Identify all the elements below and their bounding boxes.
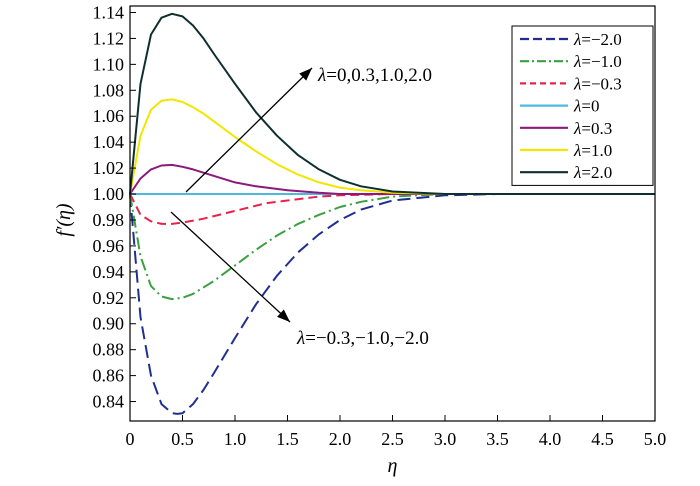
y-tick-label: 1.02 (93, 158, 125, 178)
arrow-down-head (277, 309, 290, 322)
arrow-up (185, 67, 313, 193)
x-axis-label: η (388, 455, 398, 477)
legend: λ=−2.0 λ=−1.0 λ=−0.3 λ=0 λ=0.3 λ=1.0 λ=2.0 (511, 25, 654, 186)
y-tick-label: 0.94 (93, 262, 125, 282)
axis-ticks: 0 0.5 1.0 1.5 2.0 2.5 3.0 3.5 4.0 4.5 5.0 0.84 0.86 0… (93, 2, 667, 449)
x-tick-label: 2.5 (381, 429, 404, 449)
legend-label-4: λ=0.3 (573, 119, 612, 138)
legend-label-2: λ=−0.3 (573, 74, 622, 93)
y-tick-label: 1.12 (93, 28, 125, 48)
annotation-increasing-lambda: λ=0,0.3,1.0,2.0 (317, 65, 432, 86)
y-tick-label: 0.90 (93, 314, 125, 334)
x-tick-label: 1.5 (276, 429, 299, 449)
series-line-0 (129, 193, 655, 415)
x-tick-label: 2.0 (329, 429, 352, 449)
x-tick-label: 3.5 (486, 429, 509, 449)
series-line-5 (129, 98, 655, 195)
series-line-2 (129, 193, 655, 225)
annotation-lambda-symbol: λ (296, 328, 305, 349)
legend-label-6: λ=2.0 (573, 163, 612, 182)
x-tick-label: 5.0 (644, 429, 667, 449)
x-tick-label: 0 (126, 429, 135, 449)
y-tick-label: 0.92 (93, 288, 125, 308)
y-tick-label: 1.14 (93, 2, 125, 22)
series-line-4 (129, 163, 655, 195)
y-tick-label: 0.88 (93, 340, 125, 360)
y-tick-label: 0.84 (93, 392, 125, 412)
x-tick-label: 4.0 (539, 429, 562, 449)
annotations: λ=0,0.3,1.0,2.0 λ=−0.3,−1.0,−2.0 (170, 65, 432, 349)
annotation-values: =−0.3,−1.0,−2.0 (305, 328, 429, 349)
y-tick-label: 1.04 (93, 132, 125, 152)
x-tick-label: 1.0 (224, 429, 247, 449)
y-tick-label: 0.96 (93, 236, 125, 256)
annotation-lambda-symbol: λ (317, 65, 326, 86)
arrow-up-head (299, 68, 312, 81)
y-tick-label: 0.86 (93, 366, 125, 386)
legend-label-5: λ=1.0 (573, 141, 612, 160)
y-tick-label: 1.10 (93, 54, 125, 74)
x-tick-label: 4.5 (591, 429, 614, 449)
x-tick-label: 0.5 (171, 429, 194, 449)
y-tick-label: 1.06 (93, 106, 125, 126)
y-axis-label: f′(η) (53, 203, 75, 237)
y-tick-label: 1.00 (93, 184, 125, 204)
legend-label-1: λ=−1.0 (573, 52, 622, 71)
annotation-values: =0,0.3,1.0,2.0 (326, 65, 432, 86)
legend-label-3: λ=0 (573, 97, 599, 116)
series-line-6 (129, 12, 655, 195)
legend-label-0: λ=−2.0 (573, 30, 622, 49)
arrow-down (170, 211, 291, 323)
annotation-decreasing-lambda: λ=−0.3,−1.0,−2.0 (296, 328, 429, 349)
plot-lines (129, 12, 655, 415)
y-tick-label: 1.08 (93, 80, 125, 100)
y-tick-label: 0.98 (93, 210, 125, 230)
x-tick-label: 3.0 (434, 429, 457, 449)
